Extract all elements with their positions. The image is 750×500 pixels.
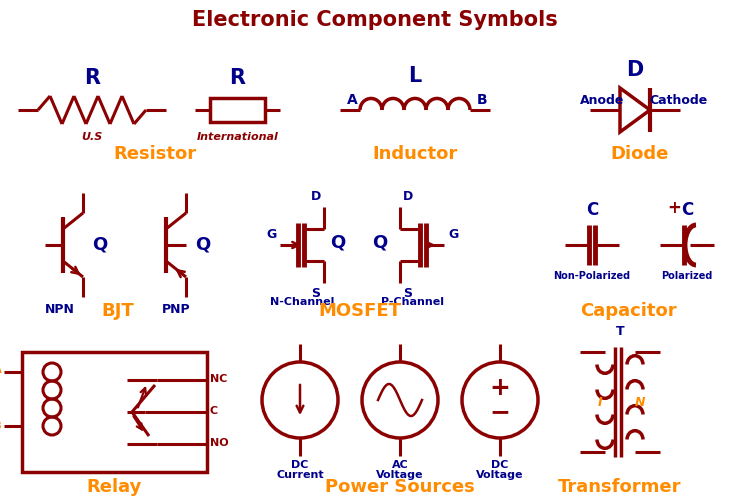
Text: +: + [490,376,511,400]
Text: −: − [490,400,511,424]
Text: Electronic Component Symbols: Electronic Component Symbols [192,10,558,30]
Text: NC: NC [210,374,227,384]
Text: P-Channel: P-Channel [380,297,443,307]
Text: Capacitor: Capacitor [580,302,676,320]
Text: Q: Q [195,236,211,254]
Text: Voltage: Voltage [476,470,524,480]
Text: DC: DC [491,460,508,470]
Text: G: G [448,228,458,241]
Text: N-Channel: N-Channel [270,297,334,307]
Text: I: I [598,396,602,408]
Text: C: C [586,201,598,219]
Text: Resistor: Resistor [113,145,196,163]
Text: International: International [196,132,278,142]
Text: C: C [681,201,693,219]
Text: D: D [310,190,321,203]
Text: G: G [267,228,277,241]
Text: D: D [626,60,644,80]
Text: NPN: NPN [45,303,75,316]
Text: Polarized: Polarized [662,271,712,281]
Text: U.S: U.S [81,132,103,142]
Text: C: C [210,406,218,416]
Text: NO: NO [210,438,229,448]
Text: Inductor: Inductor [372,145,458,163]
Text: R: R [230,68,245,88]
Text: Q: Q [92,236,108,254]
Text: Power Sources: Power Sources [326,478,475,496]
Text: S: S [404,287,412,300]
Text: Voltage: Voltage [376,470,424,480]
Text: +: + [667,199,681,217]
Text: Coil B: Coil B [0,421,2,431]
Text: D: D [403,190,413,203]
Text: Coil A: Coil A [0,365,2,375]
Text: AC: AC [392,460,408,470]
Text: L: L [408,66,422,86]
Text: Q: Q [372,234,388,252]
Text: BJT: BJT [102,302,134,320]
Text: PNP: PNP [162,303,190,316]
Text: Anode: Anode [580,94,624,107]
Text: Cathode: Cathode [649,94,707,107]
Text: B: B [477,93,488,107]
Text: Current: Current [276,470,324,480]
Text: S: S [311,287,320,300]
Text: Transformer: Transformer [558,478,682,496]
Text: Non-Polarized: Non-Polarized [554,271,631,281]
Text: Diode: Diode [610,145,669,163]
Text: MOSFET: MOSFET [319,302,401,320]
Text: N: N [634,396,645,408]
Text: Q: Q [330,234,346,252]
Text: R: R [84,68,100,88]
Text: A: A [346,93,357,107]
Text: T: T [616,325,624,338]
Text: Relay: Relay [87,478,142,496]
Text: DC: DC [291,460,309,470]
